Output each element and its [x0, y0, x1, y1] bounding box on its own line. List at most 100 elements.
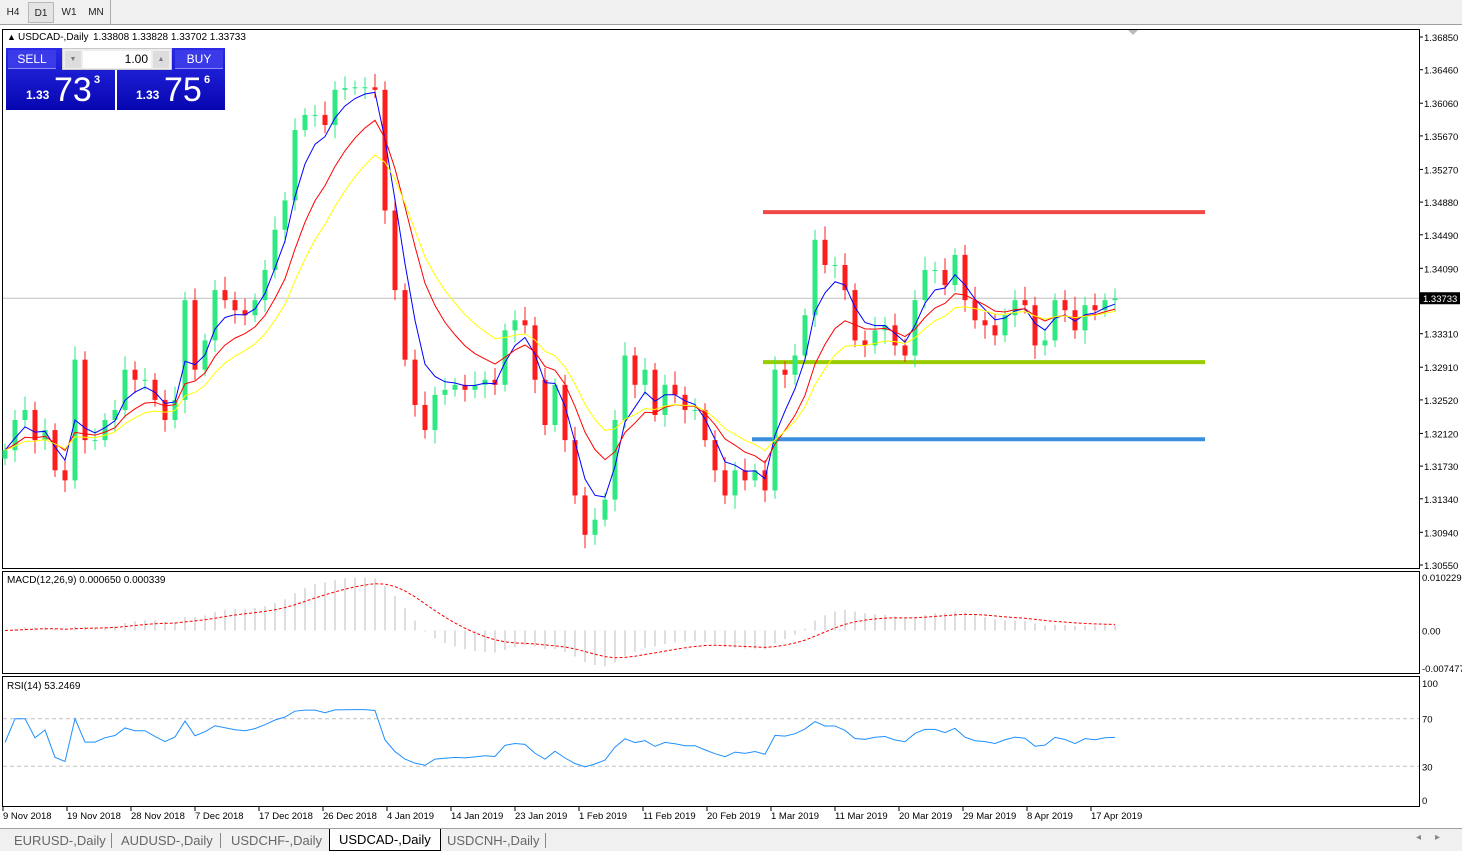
date-tick-label: 1 Feb 2019: [579, 811, 627, 822]
candle-body: [412, 359, 418, 405]
candle-body: [822, 239, 828, 265]
tab-scroll-arrows-icon[interactable]: ◂▸: [1415, 832, 1454, 843]
candle-body: [862, 340, 868, 346]
candle-body: [902, 345, 908, 356]
candle-body: [102, 420, 108, 441]
candle-body: [642, 369, 648, 385]
timeframe-toolbar: H4 D1 W1 MN: [0, 0, 1462, 25]
decrease-lot-icon[interactable]: ▼: [65, 51, 81, 68]
horizontal-lines[interactable]: [752, 210, 1205, 442]
moving-averages: [4, 91, 1116, 498]
price-tick-label: 1.34880: [1424, 198, 1458, 209]
candles: [2, 73, 1118, 549]
candle-body: [2, 450, 8, 459]
candle-body: [952, 254, 958, 286]
buy-price-prefix: 1.33: [136, 88, 160, 102]
candle-body: [222, 290, 228, 301]
tab-usdchf[interactable]: USDCHF-,Daily: [231, 833, 322, 848]
candle-body: [1072, 310, 1078, 331]
current-price-box: [1420, 292, 1460, 305]
tab-eurusd[interactable]: EURUSD-,Daily: [14, 833, 106, 848]
candle-body: [552, 384, 558, 426]
tab-usdcnh[interactable]: USDCNH-,Daily: [447, 833, 540, 848]
candle-body: [32, 409, 38, 441]
date-tick-label: 26 Dec 2018: [323, 811, 377, 822]
lot-size-stepper[interactable]: ▼ 1.00 ▲: [62, 48, 172, 70]
timeframe-mn[interactable]: MN: [88, 7, 104, 18]
candle-body: [542, 379, 548, 426]
price-chart[interactable]: 1.36850 1.36460 1.36060 1.35670 1.35270 1.348…: [0, 26, 1462, 826]
date-tick-label: 20 Mar 2019: [899, 811, 952, 822]
candle-body: [372, 87, 378, 90]
sell-price-big: 73: [54, 71, 92, 109]
tab-audusd[interactable]: AUDUSD-,Daily: [121, 833, 213, 848]
candle-body: [992, 325, 998, 336]
date-tick-label: 4 Jan 2019: [387, 811, 434, 822]
price-tick-label: 1.32520: [1424, 396, 1458, 407]
price-tick-label: 1.34090: [1424, 264, 1458, 275]
candle-body: [262, 269, 268, 301]
shift-marker-icon[interactable]: [1128, 30, 1138, 35]
sell-price-sup: 3: [94, 74, 101, 86]
price-tick-label: 1.32120: [1424, 429, 1458, 440]
price-tick-label: 1.36460: [1424, 66, 1458, 77]
candle-body: [892, 325, 898, 346]
candle-body: [982, 320, 988, 326]
candle-body: [442, 389, 448, 395]
timeframe-d1[interactable]: D1: [28, 2, 54, 23]
price-tick-label: 1.32910: [1424, 363, 1458, 374]
candle-body: [12, 420, 18, 451]
candle-body: [82, 359, 88, 441]
candle-body: [312, 114, 318, 116]
candle-body: [702, 409, 708, 441]
candle-body: [512, 320, 518, 331]
sell-label: SELL: [8, 50, 56, 69]
date-tick-label: 19 Nov 2018: [67, 811, 121, 822]
macd-axis-label: 0.00: [1422, 626, 1441, 637]
timeframe-h4[interactable]: H4: [6, 7, 20, 18]
candle-body: [692, 409, 698, 411]
candle-body: [932, 269, 938, 271]
candle-body: [832, 264, 838, 266]
candle-body: [872, 330, 878, 346]
candle-body: [752, 470, 758, 481]
rsi-axis-label: 30: [1422, 762, 1433, 773]
tab-usdcad[interactable]: USDCAD-,Daily: [329, 829, 441, 851]
candle-body: [842, 264, 848, 291]
candle-body: [62, 470, 68, 481]
symbol-title: USDCAD-,Daily: [18, 32, 89, 43]
candle-body: [882, 325, 888, 331]
candle-body: [42, 430, 48, 441]
candle-body: [802, 315, 808, 356]
candle-body: [432, 394, 438, 431]
candle-body: [182, 300, 188, 400]
price-tick-label: 1.31730: [1424, 462, 1458, 473]
candle-body: [672, 384, 678, 395]
candle-body: [392, 210, 398, 291]
price-tick-label: 1.30550: [1424, 561, 1458, 572]
candle-body: [922, 269, 928, 301]
candle-body: [352, 87, 358, 89]
timeframe-w1[interactable]: W1: [61, 7, 77, 18]
candle-body: [682, 394, 688, 410]
candle-body: [422, 404, 428, 431]
lot-size-input[interactable]: 1.00: [83, 51, 151, 68]
date-tick-label: 17 Apr 2019: [1091, 811, 1142, 822]
macd-axis-label: -0.007477: [1422, 664, 1462, 675]
chart-tabs: EURUSD-,Daily AUDUSD-,Daily USDCHF-,Dail…: [0, 828, 1462, 851]
candle-body: [722, 470, 728, 496]
rsi-pane: 100 70 30 0: [3, 679, 1438, 807]
candle-body: [852, 290, 858, 341]
candle-body: [1032, 305, 1038, 346]
candle-body: [732, 470, 738, 496]
candle-body: [462, 384, 468, 390]
candle-body: [402, 290, 408, 360]
date-tick-label: 11 Mar 2019: [835, 811, 888, 822]
macd-pane: 0.010229 0.00 -0.007477: [4, 573, 1462, 675]
current-price-label: 1.33733: [1423, 294, 1457, 305]
increase-lot-icon[interactable]: ▲: [153, 51, 169, 68]
collapse-triangle-icon[interactable]: ▲: [7, 32, 16, 42]
date-tick-label: 28 Nov 2018: [131, 811, 185, 822]
candle-body: [452, 384, 458, 390]
candle-body: [1082, 305, 1088, 331]
